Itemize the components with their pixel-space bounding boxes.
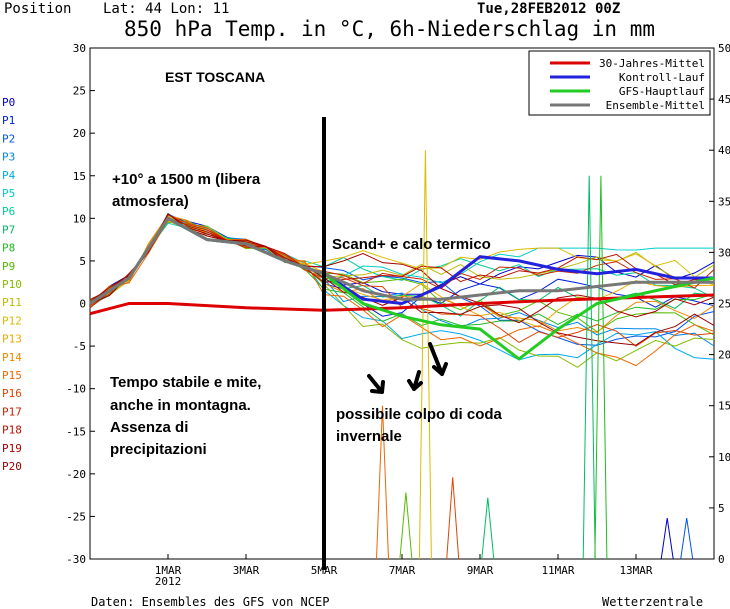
member-label: P5 (2, 187, 15, 200)
y-right-tick-label: 20 (718, 349, 730, 362)
ensemble-member-line (89, 218, 715, 324)
precip-spike (418, 150, 432, 560)
y-right-tick-label: 30 (718, 246, 730, 259)
member-label: P0 (2, 96, 15, 109)
member-label: P3 (2, 151, 15, 164)
annotation-warm-2: atmosfera) (112, 193, 189, 210)
y-left-tick-label: 15 (73, 170, 86, 183)
ensemble-member-line (89, 215, 715, 309)
y-left-tick-label: 20 (73, 127, 86, 140)
ensemble-member-line (89, 219, 715, 304)
x-tick-label: 9MAR (467, 564, 494, 577)
member-label: P17 (2, 405, 22, 418)
member-label: P14 (2, 351, 22, 364)
y-right-tick-label: 5 (718, 502, 725, 515)
annotation-warm-1: +10° a 1500 m (libera (112, 171, 261, 188)
x-tick-label: 13MAR (619, 564, 652, 577)
annotation-winter-1: possibile colpo di coda (336, 406, 503, 423)
annotation-stable-4: precipitazioni (110, 441, 207, 458)
precip-spike (376, 405, 389, 560)
series-line-3 (89, 216, 714, 305)
precipitation-bars (376, 150, 694, 560)
precip-spike (680, 518, 694, 560)
annotation-region: EST TOSCANA (165, 69, 265, 85)
member-label: P10 (2, 278, 22, 291)
precip-spike (594, 175, 608, 560)
member-label: P12 (2, 314, 22, 327)
arrow-2 (407, 370, 423, 391)
precip-spike (446, 477, 460, 560)
y-left-tick-label: 10 (73, 212, 86, 225)
x-tick-label: 3MAR (233, 564, 260, 577)
series-lines (89, 216, 715, 361)
member-label: P4 (2, 169, 16, 182)
y-left-tick-label: -30 (66, 553, 86, 566)
member-labels: P0 P1 P2 P3 P4 P5 P6 P7 P8 P9 P10 P11 P12 P13 P14 P15 P1… (2, 96, 22, 473)
member-label: P1 (2, 114, 15, 127)
member-label: P8 (2, 242, 15, 255)
ensemble-member-lines (89, 212, 715, 368)
run-date: Tue,28FEB2012 00Z (477, 1, 620, 17)
y-right-tick-label: 40 (718, 144, 730, 157)
x-tick-label: 7MAR (389, 564, 416, 577)
member-label: P16 (2, 387, 22, 400)
annotation-stable-2: anche in montagna. (110, 397, 251, 414)
arrow-3 (428, 342, 448, 376)
y-right-tick-label: 45 (718, 93, 730, 106)
legend-label-mean: Ensemble-Mittel (606, 99, 705, 112)
y-right-tick-label: 15 (718, 400, 730, 413)
y-left-tick-label: -10 (66, 383, 86, 396)
arrow-1 (367, 374, 385, 394)
precip-spike (399, 492, 413, 560)
y-left-tick-label: 25 (73, 85, 86, 98)
series-line-0 (89, 293, 715, 316)
legend: 30-Jahres-Mittel Kontroll-Lauf GFS-Haupt… (528, 50, 711, 116)
y-left-tick-label: 0 (79, 298, 86, 311)
x-tick-label: 2012 (155, 575, 182, 588)
y-left-tick-label: -5 (73, 340, 86, 353)
annotation-winter-2: invernale (336, 428, 402, 445)
position-label: Position (4, 1, 71, 17)
legend-label-control: Kontroll-Lauf (619, 71, 705, 84)
y-right-tick-label: 35 (718, 195, 730, 208)
member-label: P13 (2, 333, 22, 346)
member-label: P19 (2, 442, 22, 455)
member-label: P9 (2, 260, 15, 273)
x-tick-label: 1MAR (155, 564, 182, 577)
member-label: P18 (2, 424, 22, 437)
y-right-tick-label: 25 (718, 298, 730, 311)
precip-spike (582, 175, 596, 560)
x-tick-label: 11MAR (541, 564, 574, 577)
annotation-scand: Scand+ e calo termico (332, 236, 491, 253)
tick-layer: 302520151050-5-10-15-20-25-3050454035302… (66, 42, 730, 588)
member-label: P7 (2, 223, 15, 236)
footer-brand: Wetterzentrale (602, 595, 703, 609)
ensemble-member-line (89, 213, 715, 301)
y-left-tick-label: 30 (73, 42, 86, 55)
annotation-stable-1: Tempo stabile e mite, (110, 374, 261, 391)
footer-source: Daten: Ensembles des GFS von NCEP (91, 595, 329, 609)
member-label: P11 (2, 296, 22, 309)
x-tick-label: 5MAR (311, 564, 338, 577)
member-label: P15 (2, 369, 22, 382)
y-left-tick-label: -15 (66, 425, 86, 438)
member-label: P6 (2, 205, 15, 218)
chart-title: 850 hPa Temp. in °C, 6h-Niederschlag in … (124, 17, 655, 41)
legend-label-main: GFS-Hauptlauf (619, 85, 705, 98)
lat-lon-label: Lat: 44 Lon: 11 (103, 1, 229, 17)
y-left-tick-label: -20 (66, 468, 86, 481)
y-left-tick-label: 5 (79, 255, 86, 268)
legend-label-30yr: 30-Jahres-Mittel (599, 57, 705, 70)
precip-spike (660, 518, 674, 560)
y-left-tick-label: -25 (66, 510, 86, 523)
member-label: P20 (2, 460, 22, 473)
member-label: P2 (2, 132, 15, 145)
annotation-stable-3: Assenza di (110, 419, 188, 436)
precip-spike (481, 497, 495, 560)
y-right-tick-label: 50 (718, 42, 730, 55)
y-right-tick-label: 0 (718, 553, 725, 566)
y-right-tick-label: 10 (718, 451, 730, 464)
annotation-arrows (367, 342, 448, 394)
